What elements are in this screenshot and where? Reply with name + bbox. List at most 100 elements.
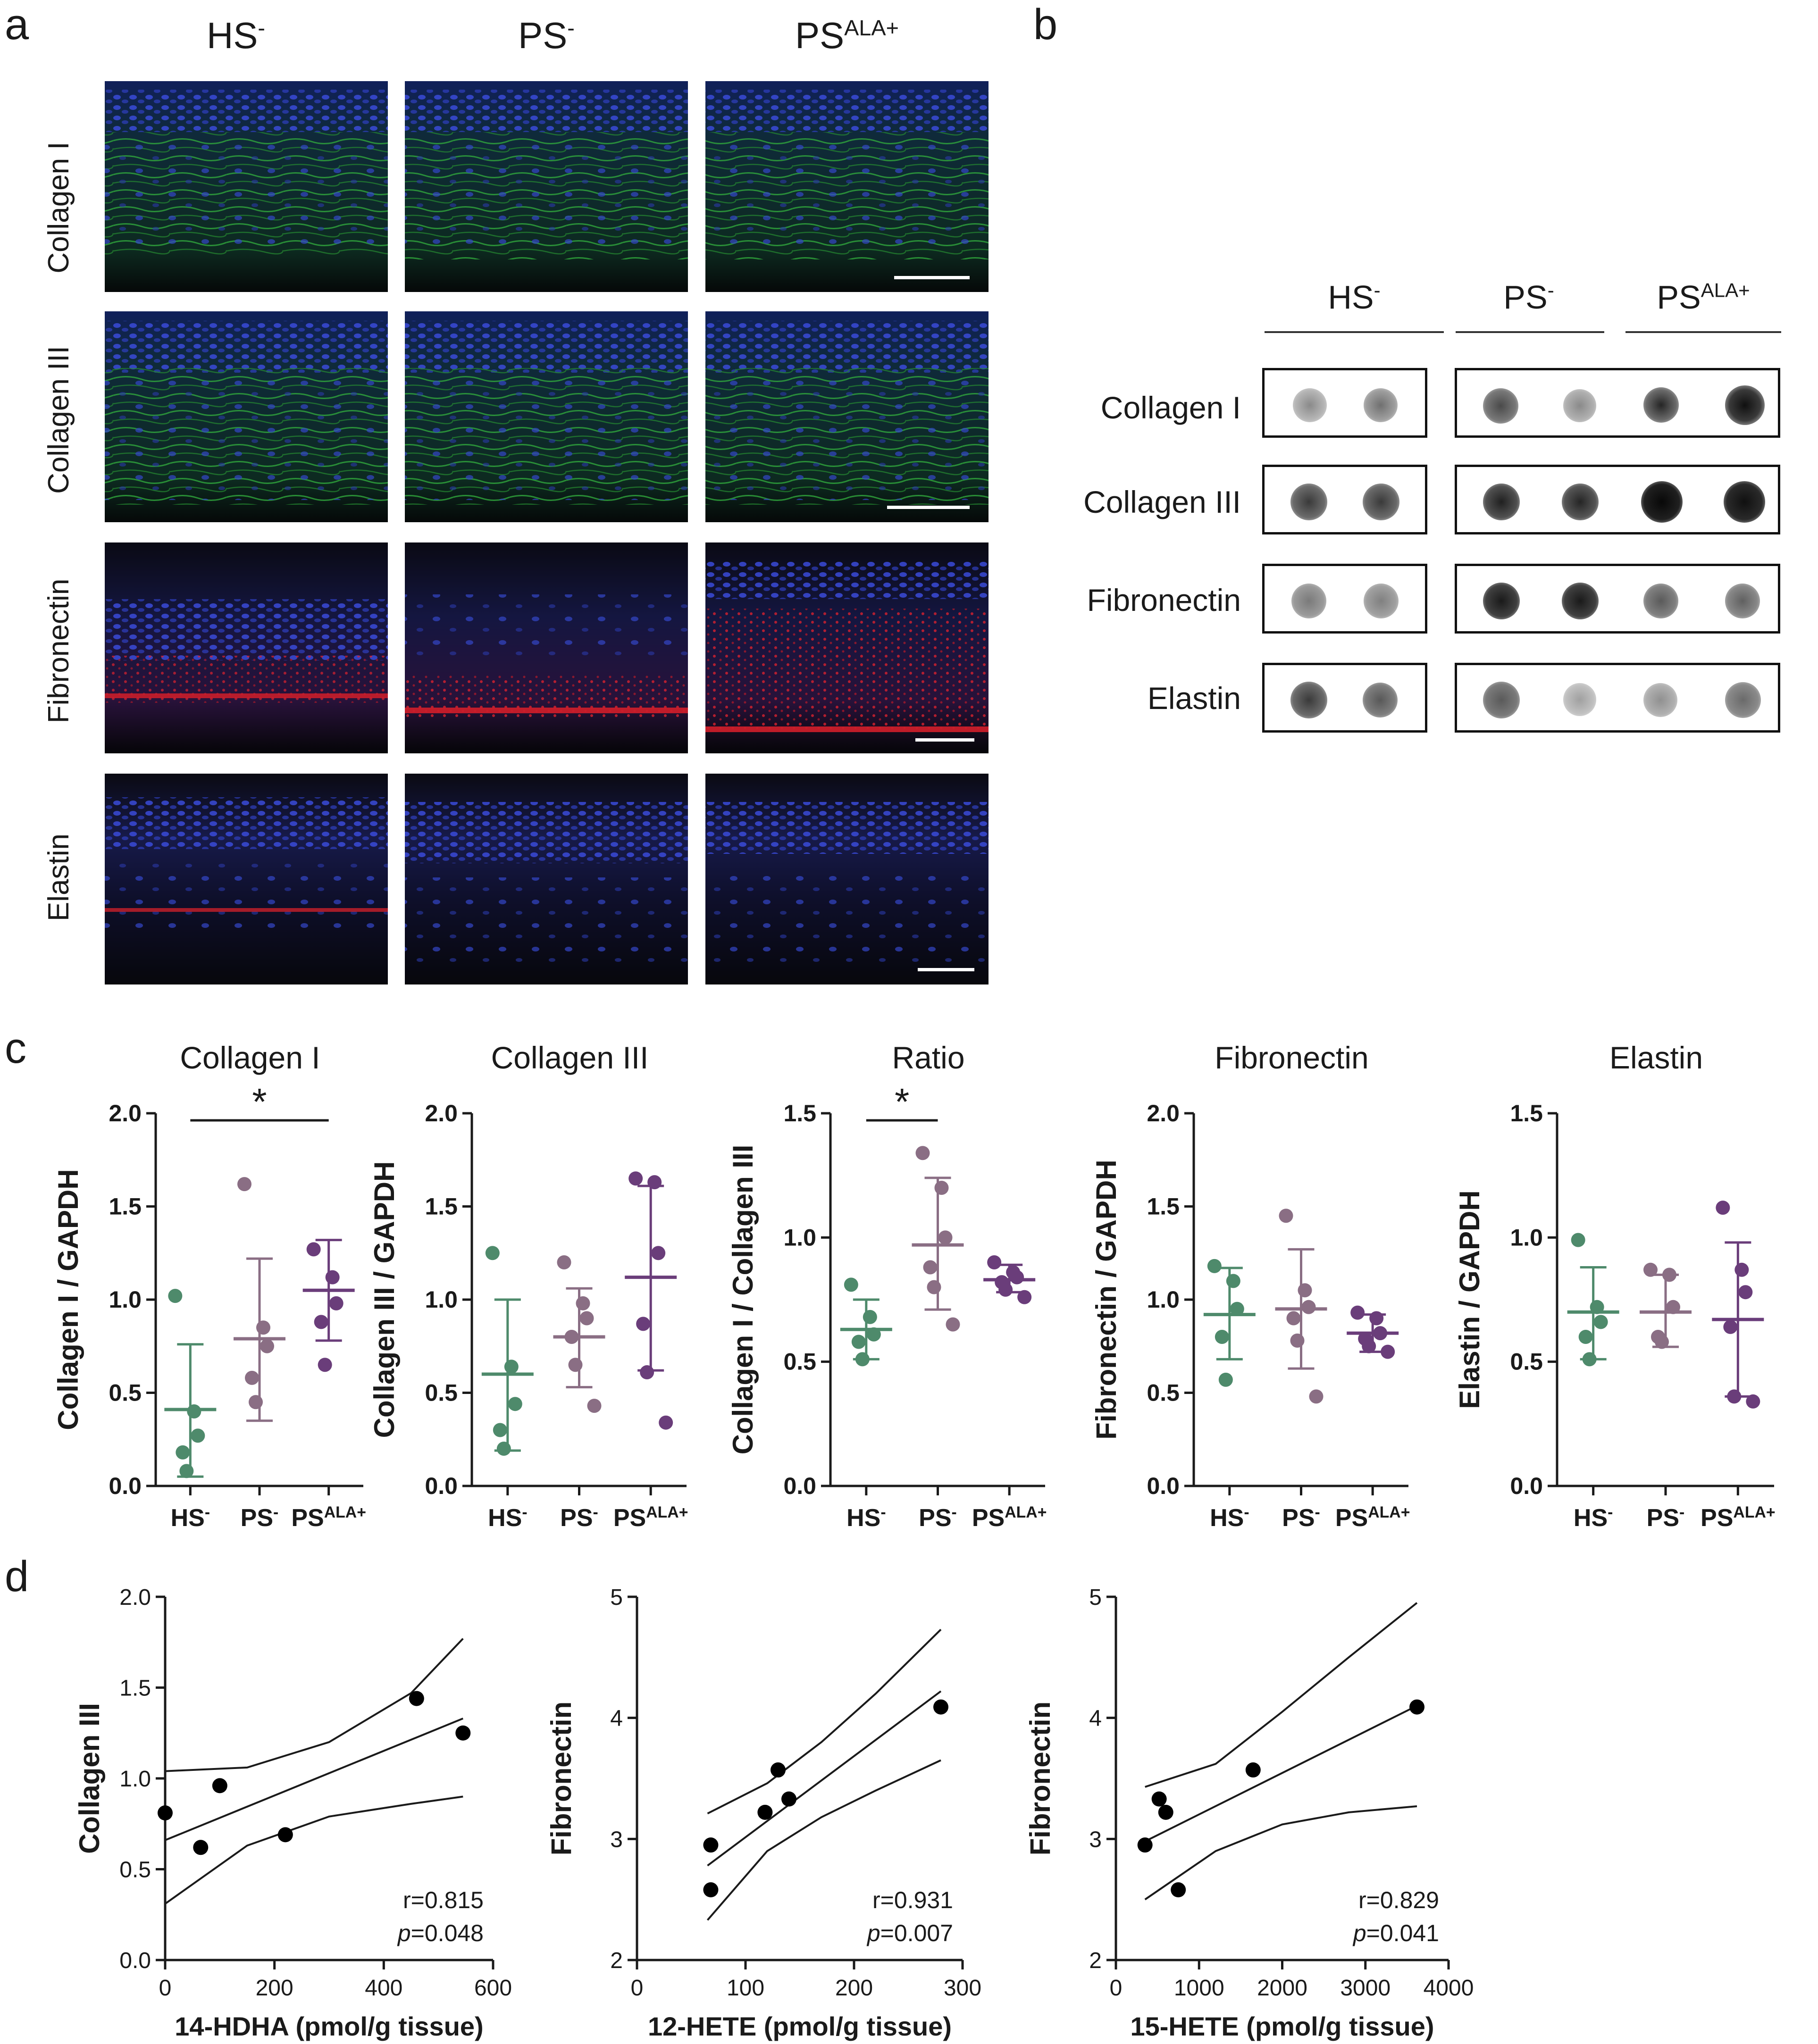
data-point [1723, 1319, 1738, 1334]
data-point [1158, 1804, 1173, 1820]
data-point [757, 1804, 773, 1820]
ci-upper-curve [707, 1628, 942, 1815]
data-point [927, 1280, 941, 1294]
y-tick-label: 0.5 [119, 1858, 151, 1883]
significance-star: * [252, 1081, 267, 1123]
data-point [1218, 1372, 1233, 1387]
y-tick-label: 0.5 [1147, 1380, 1180, 1406]
data-point [1373, 1326, 1388, 1341]
data-point [179, 1464, 194, 1478]
x-tick-label: HS- [171, 1503, 210, 1532]
micro-elastin-ps [405, 774, 688, 984]
x-tick-label: PS- [919, 1503, 957, 1532]
panel-b-group-ps: PS- [1503, 279, 1554, 316]
y-axis-label: Collagen III / GAPDH [369, 1161, 400, 1438]
data-point [193, 1840, 209, 1855]
y-tick-label: 0.5 [425, 1380, 458, 1406]
x-tick-label: 3000 [1340, 1976, 1391, 2001]
data-point [1590, 1300, 1604, 1314]
data-point [568, 1358, 583, 1372]
x-tick-label: 400 [365, 1976, 402, 2001]
y-tick-label: 0.5 [783, 1349, 816, 1375]
data-point [237, 1177, 251, 1192]
y-tick-label: 0.5 [1510, 1349, 1543, 1375]
data-point [1279, 1209, 1293, 1223]
data-point [1734, 1262, 1749, 1277]
data-point [640, 1365, 654, 1380]
panel-b-row-elastin: Elastin [1147, 681, 1241, 716]
data-point [1666, 1300, 1680, 1314]
data-point [1137, 1837, 1153, 1853]
chart-title: Collagen I [180, 1040, 320, 1075]
blot-elastin-hs [1262, 663, 1427, 733]
p-value: p=0.007 [866, 1920, 953, 1946]
y-tick-label: 1.5 [425, 1193, 458, 1220]
y-axis-label: Elastin / GAPDH [1454, 1190, 1485, 1409]
data-point [647, 1175, 662, 1190]
micro-fibronectin-hs [105, 542, 388, 753]
x-axis-label: 14-HDHA (pmol/g tissue) [175, 2011, 483, 2041]
data-point [1746, 1394, 1760, 1409]
data-point [176, 1445, 190, 1460]
data-point [651, 1246, 666, 1260]
data-point [1171, 1882, 1186, 1898]
data-point [934, 1181, 949, 1195]
x-tick-label: 100 [727, 1976, 764, 2001]
data-point [191, 1428, 205, 1443]
data-point [1716, 1201, 1730, 1215]
data-point [409, 1691, 424, 1706]
micro-collagen3-psala [705, 311, 989, 522]
data-point [306, 1242, 321, 1257]
micro-collagen3-hs [105, 311, 388, 522]
data-point [844, 1277, 858, 1292]
y-tick-label: 3 [610, 1827, 623, 1852]
blot-collagen3-ps-psala [1455, 465, 1780, 534]
micro-fibronectin-psala [705, 542, 989, 753]
data-point [256, 1320, 270, 1335]
data-point [781, 1791, 796, 1807]
y-tick-label: 5 [1089, 1585, 1102, 1610]
data-point [314, 1315, 328, 1329]
p-value: p=0.041 [1352, 1920, 1439, 1946]
panel-d-letter: d [5, 1552, 29, 1601]
data-point [1369, 1311, 1384, 1326]
panel-a-micrographs [105, 81, 989, 984]
data-point [998, 1282, 1013, 1297]
x-tick-label: PSALA+ [1335, 1503, 1410, 1532]
r-value: r=0.829 [1358, 1887, 1439, 1913]
data-point [636, 1317, 651, 1331]
y-axis-label: Fibronectin / GAPDH [1090, 1160, 1122, 1439]
x-tick-label: 0 [1110, 1976, 1123, 2001]
chart-d-0: 0.0 0.5 1.0 1.5 2.0 0 200 400 600 14-HDHA (pmol/g… [74, 1585, 512, 2041]
data-point [1655, 1335, 1669, 1349]
x-tick-label: 2000 [1257, 1976, 1307, 2001]
data-point [1151, 1791, 1167, 1807]
ci-upper-curve [165, 1638, 464, 1772]
data-point [1017, 1290, 1032, 1304]
y-tick-label: 1.0 [783, 1224, 816, 1251]
panel-a-col-hs: HS- [207, 15, 265, 56]
x-tick-label: PS- [1282, 1503, 1320, 1532]
chart-title: Fibronectin [1215, 1040, 1369, 1075]
data-point [187, 1404, 201, 1418]
y-tick-label: 0.0 [425, 1473, 458, 1499]
x-tick-label: HS- [488, 1503, 528, 1532]
data-point [703, 1882, 719, 1898]
y-tick-label: 2 [1089, 1948, 1102, 1973]
panel-b-letter: b [1033, 0, 1058, 49]
y-tick-label: 1.5 [1510, 1100, 1543, 1126]
micro-elastin-psala [705, 774, 989, 984]
data-point [557, 1255, 571, 1269]
data-point [212, 1778, 227, 1794]
panel-b-row-fibronectin: Fibronectin [1087, 583, 1241, 617]
y-tick-label: 0.0 [1147, 1473, 1180, 1499]
scale-bar [887, 506, 970, 509]
data-point [1010, 1270, 1024, 1285]
regression-line [165, 1718, 464, 1841]
y-tick-label: 1.0 [119, 1767, 151, 1792]
data-point [249, 1395, 263, 1410]
data-point [455, 1725, 471, 1741]
scale-bar [915, 738, 974, 742]
y-axis-label: Fibronectin [545, 1702, 577, 1856]
data-point [493, 1423, 507, 1437]
